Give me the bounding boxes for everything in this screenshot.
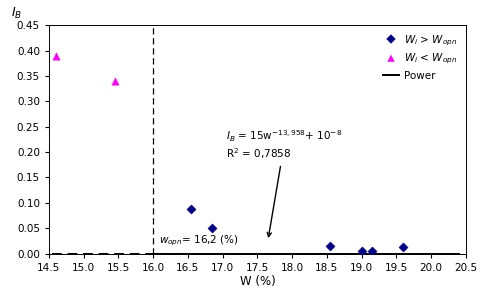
Point [208, 226, 216, 230]
Point [187, 207, 195, 211]
Point [358, 249, 366, 253]
Point [111, 79, 119, 83]
Text: $I_B$: $I_B$ [12, 6, 23, 21]
Point [52, 53, 60, 58]
X-axis label: W (%): W (%) [240, 275, 275, 288]
Text: $w_{opn}$= 16,2 (%): $w_{opn}$= 16,2 (%) [159, 233, 239, 248]
Point [368, 249, 376, 253]
Point [399, 245, 407, 249]
Legend: $W_i$ > $W_{opn}$, $W_i$ < $W_{opn}$, Power: $W_i$ > $W_{opn}$, $W_i$ < $W_{opn}$, Po… [380, 30, 461, 84]
Point [327, 244, 334, 248]
Text: $I_B$ = 15w$^{-13,958}$+ 10$^{-8}$
R$^2$ = 0,7858: $I_B$ = 15w$^{-13,958}$+ 10$^{-8}$ R$^2$… [226, 128, 342, 237]
